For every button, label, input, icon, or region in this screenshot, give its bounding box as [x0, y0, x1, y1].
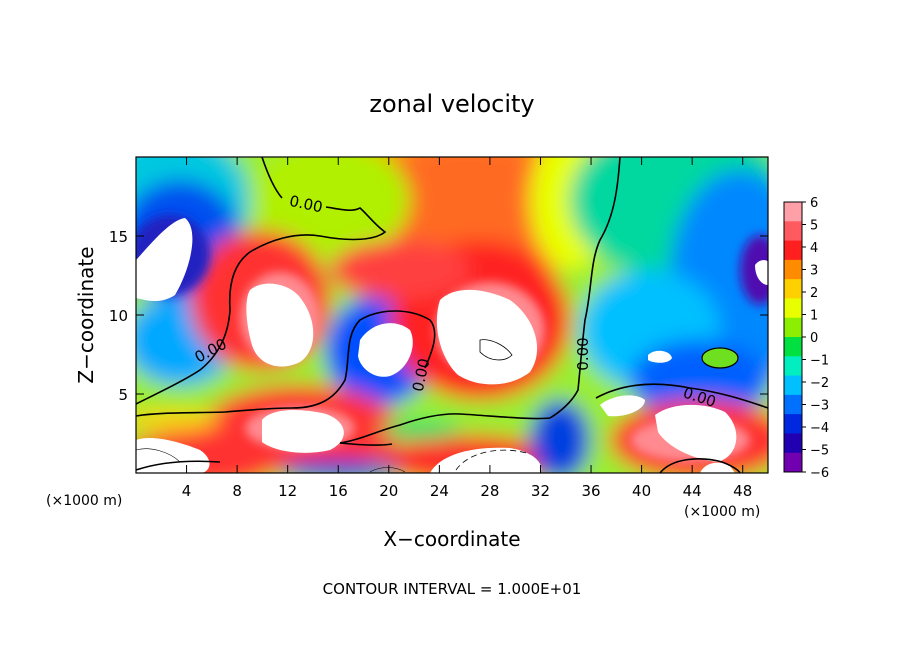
- colorbar-label: −5: [810, 444, 829, 459]
- colorbar-segment: [784, 298, 802, 319]
- y-axis-ticks: 5 10 15: [109, 228, 768, 404]
- colorbar-segment: [784, 337, 802, 357]
- y-tick-label: 10: [109, 307, 128, 325]
- x-tick-label: 8: [232, 482, 242, 500]
- x-units-right: (×1000 m): [684, 504, 760, 520]
- colorbar-label: 4: [810, 241, 818, 256]
- y-tick-label: 5: [118, 386, 128, 404]
- colorbar-segment: [784, 259, 802, 280]
- colorbar-label: −3: [810, 399, 829, 414]
- heatmap-field: [136, 157, 768, 473]
- colorbar-label: −2: [810, 376, 829, 391]
- x-units-left: (×1000 m): [46, 493, 122, 509]
- x-tick-label: 4: [182, 482, 192, 500]
- x-tick-label: 20: [379, 482, 398, 500]
- chart-title: zonal velocity: [369, 90, 534, 118]
- y-tick-label: 15: [109, 228, 128, 246]
- contour-interval-note: CONTOUR INTERVAL = 1.000E+01: [323, 580, 582, 598]
- contour-label: 0.00: [574, 337, 592, 370]
- y-axis-label: Z−coordinate: [74, 246, 98, 383]
- colorbar-label: −6: [810, 466, 829, 481]
- x-tick-label: 48: [733, 482, 752, 500]
- colorbar-label: 5: [810, 219, 818, 234]
- colorbar: 6 5 4 3 2 1 0 −1 −2 −3 −4 −5 −6: [783, 196, 829, 481]
- colorbar-segment: [784, 433, 802, 454]
- colorbar-label: 1: [810, 309, 818, 324]
- colorbar-segment: [784, 240, 802, 261]
- colorbar-label: 6: [810, 196, 818, 211]
- colorbar-segment: [784, 202, 802, 222]
- x-tick-label: 12: [278, 482, 297, 500]
- x-tick-label: 32: [531, 482, 550, 500]
- colorbar-segment: [784, 452, 802, 473]
- x-axis-label: X−coordinate: [383, 527, 520, 551]
- colorbar-label: −1: [810, 354, 829, 369]
- colorbar-label: 3: [810, 264, 818, 279]
- x-tick-label: 40: [632, 482, 651, 500]
- colorbar-label: −4: [810, 421, 829, 436]
- x-tick-label: 36: [581, 482, 600, 500]
- colorbar-label: 2: [810, 286, 818, 301]
- colorbar-segment: [784, 414, 802, 434]
- x-tick-label: 24: [430, 482, 449, 500]
- colorbar-label: 0: [810, 331, 818, 346]
- x-axis-ticks: 4 8 12 16 20 24 28 32 36 40 44 48: [182, 157, 752, 500]
- colorbar-segment: [784, 394, 802, 415]
- colorbar-segment: [784, 375, 802, 396]
- colorbar-segment: [784, 356, 802, 377]
- colorbar-segment: [784, 279, 802, 299]
- colorbar-segment: [784, 317, 802, 338]
- x-tick-label: 44: [683, 482, 702, 500]
- colorbar-segment: [784, 221, 802, 242]
- x-tick-label: 28: [480, 482, 499, 500]
- x-tick-label: 16: [329, 482, 348, 500]
